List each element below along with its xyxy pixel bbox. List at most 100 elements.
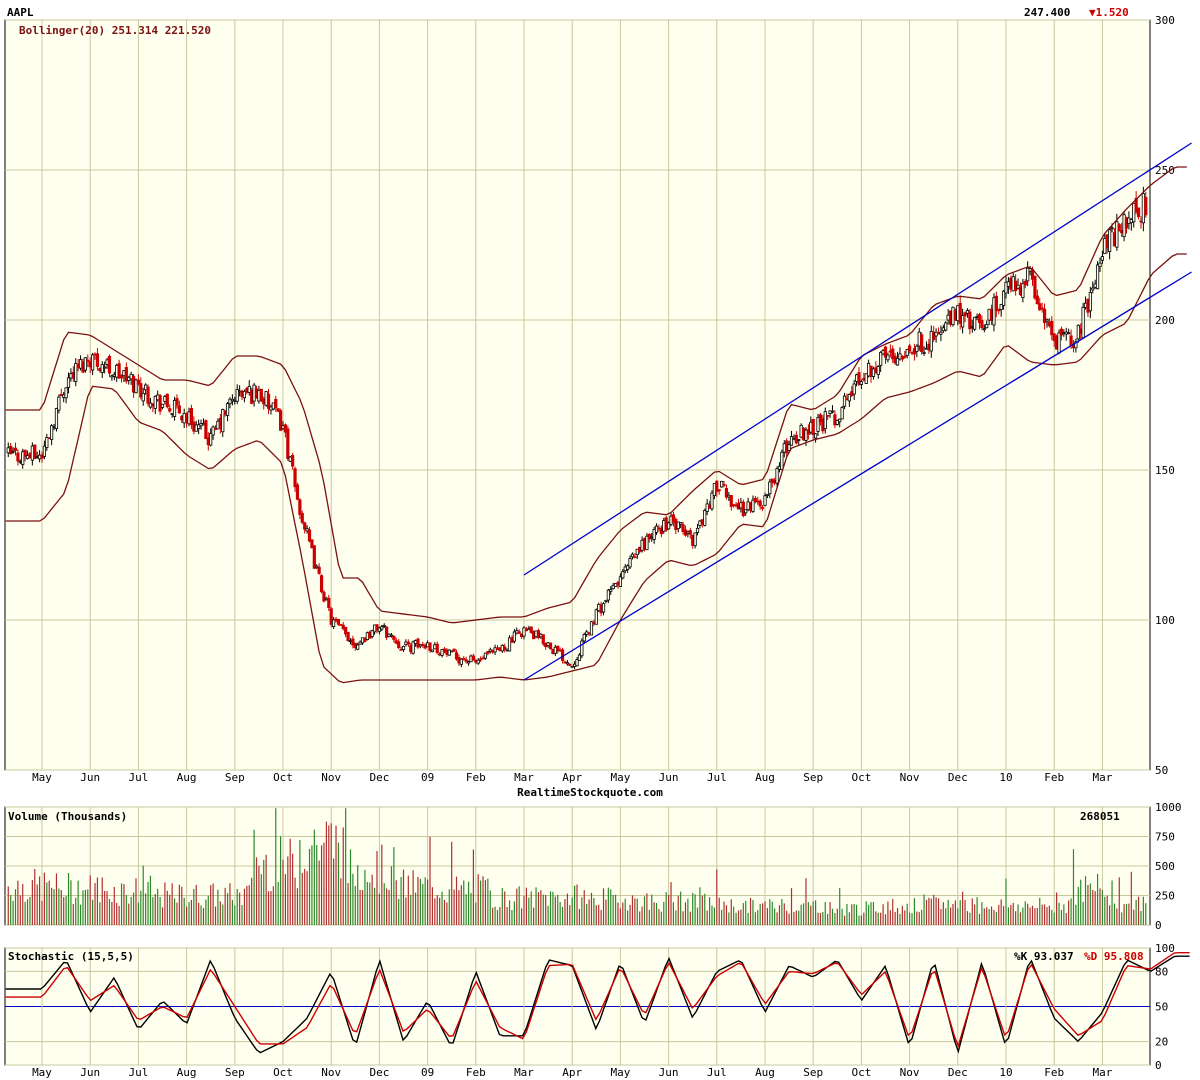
price-x-tick-label: Jul: [128, 771, 148, 784]
volume-tick-label: 0: [1155, 919, 1162, 932]
volume-tick-label: 500: [1155, 860, 1175, 873]
down-candle: [1069, 335, 1073, 346]
down-candle: [307, 529, 312, 542]
down-candle: [479, 658, 483, 661]
up-candle: [74, 363, 78, 382]
up-candle: [838, 418, 842, 423]
price-x-tick-label: 09: [421, 771, 434, 784]
price-x-tick-label: May: [610, 771, 630, 784]
down-candle: [454, 652, 459, 660]
up-candle: [64, 387, 68, 399]
up-candle: [961, 315, 965, 328]
down-candle: [980, 320, 984, 328]
down-candle: [385, 626, 389, 638]
up-candle: [1132, 203, 1136, 223]
down-candle: [1033, 275, 1037, 299]
down-candle: [833, 414, 837, 426]
down-candle: [681, 524, 685, 533]
stochastic-tick-label: 0: [1155, 1059, 1162, 1072]
down-candle: [908, 345, 912, 352]
down-candle: [503, 646, 507, 650]
down-candle: [107, 355, 112, 374]
down-candle: [158, 395, 162, 412]
up-candle: [66, 377, 71, 388]
down-candle: [300, 513, 304, 523]
down-candle: [259, 388, 263, 402]
up-candle: [789, 436, 794, 446]
up-candle: [1021, 283, 1025, 299]
down-candle: [397, 641, 401, 648]
down-candle: [758, 500, 762, 507]
up-candle: [160, 403, 165, 408]
up-candle: [611, 585, 615, 589]
up-candle: [823, 411, 827, 429]
price-tick-label: 200: [1155, 314, 1175, 327]
down-candle: [920, 334, 924, 352]
up-candle: [1115, 221, 1119, 248]
price-x-tick-label: Dec: [948, 771, 968, 784]
stochastic-tick-label: 20: [1155, 1036, 1168, 1049]
up-candle: [1091, 287, 1095, 291]
up-candle: [744, 509, 748, 514]
stochastic-x-tick-label: Aug: [177, 1066, 197, 1079]
down-candle: [351, 638, 355, 646]
price-x-tick-label: Oct: [851, 771, 871, 784]
up-candle: [153, 395, 157, 409]
stochastic-x-tick-label: Oct: [851, 1066, 871, 1079]
down-candle: [336, 618, 341, 625]
price-x-tick-label: Dec: [369, 771, 389, 784]
up-candle: [751, 499, 755, 512]
down-candle: [688, 530, 692, 535]
up-candle: [83, 357, 87, 371]
up-candle: [134, 379, 138, 394]
down-candle: [671, 514, 676, 523]
up-candle: [483, 652, 488, 659]
up-candle: [859, 381, 864, 385]
down-candle: [1117, 224, 1121, 231]
down-candle: [327, 597, 331, 608]
down-candle: [471, 655, 475, 661]
down-candle: [760, 507, 765, 509]
up-candle: [1081, 306, 1085, 338]
down-candle: [452, 648, 456, 652]
down-candle: [344, 626, 348, 635]
down-candle: [529, 626, 533, 633]
stochastic-x-tick-label: Feb: [1044, 1066, 1064, 1079]
down-candle: [13, 447, 18, 451]
up-candle: [45, 437, 49, 448]
up-candle: [1001, 290, 1006, 306]
down-candle: [818, 414, 823, 423]
down-candle: [994, 295, 998, 312]
stochastic-tick-label: 100: [1155, 942, 1175, 955]
channel-upper-line: [523, 142, 1192, 576]
up-candle: [594, 609, 598, 625]
up-candle: [939, 331, 943, 335]
up-candle: [411, 641, 415, 654]
down-candle: [298, 499, 302, 515]
up-candle: [1004, 281, 1008, 294]
down-candle: [346, 631, 350, 642]
down-candle: [406, 641, 410, 645]
down-candle: [428, 642, 432, 651]
up-candle: [91, 354, 95, 371]
down-candle: [633, 556, 637, 559]
stochastic-x-tick-label: Mar: [1092, 1066, 1112, 1079]
stochastic-x-tick-label: Apr: [562, 1066, 582, 1079]
up-candle: [1026, 267, 1030, 282]
down-candle: [175, 398, 179, 406]
down-candle: [1136, 207, 1141, 218]
up-candle: [618, 576, 623, 587]
down-candle: [310, 539, 314, 549]
stochastic-k-label: %K 93.037: [1014, 950, 1074, 963]
up-candle: [852, 383, 856, 395]
price-x-tick-label: Sep: [803, 771, 823, 784]
price-tick-label: 50: [1155, 764, 1168, 777]
down-candle: [560, 649, 565, 661]
last-price: 247.400: [1024, 6, 1070, 19]
bollinger-legend: Bollinger(20) 251.314 221.520: [19, 24, 211, 37]
price-x-tick-label: Nov: [900, 771, 920, 784]
trend-channel: [523, 142, 1192, 681]
up-candle: [693, 532, 697, 547]
up-candle: [1088, 292, 1092, 312]
